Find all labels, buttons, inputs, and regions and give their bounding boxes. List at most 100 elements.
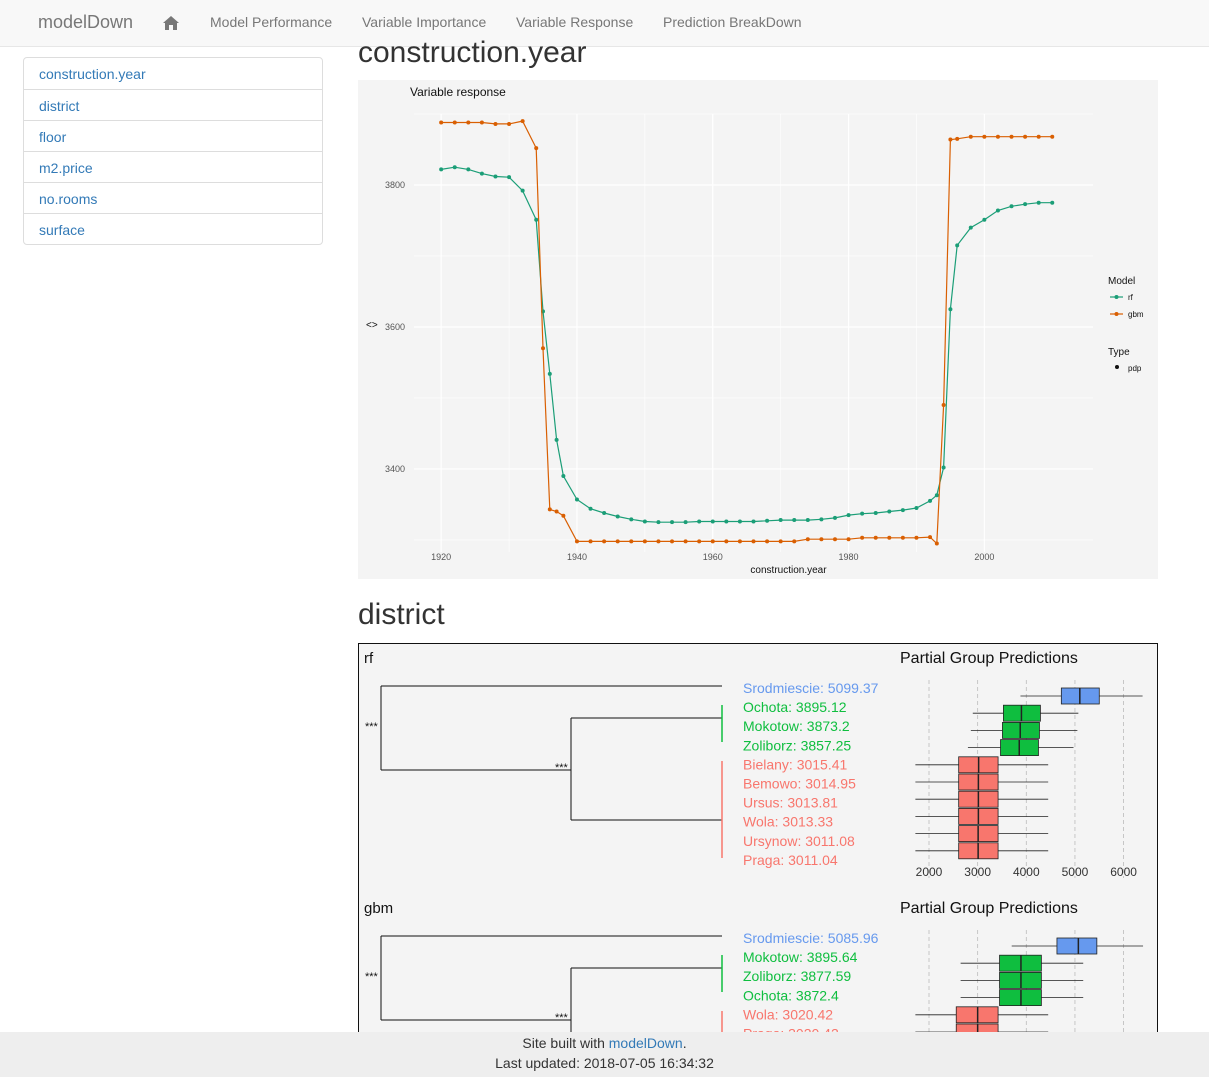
- nav-prediction-breakdown[interactable]: Prediction BreakDown: [663, 14, 802, 30]
- data-point-rf: [751, 519, 756, 524]
- nav-variable-importance[interactable]: Variable Importance: [362, 14, 487, 30]
- box-body: [1056, 937, 1098, 955]
- data-point-gbm: [602, 539, 607, 544]
- data-point-gbm: [873, 535, 878, 540]
- data-point-rf: [982, 217, 987, 222]
- y-tick-label: 3400: [385, 464, 405, 474]
- data-point-rf: [1050, 200, 1055, 205]
- nav-model-performance[interactable]: Model Performance: [210, 14, 333, 30]
- data-point-rf: [629, 517, 634, 522]
- home-icon[interactable]: [162, 14, 180, 32]
- navbar: modelDown Model Performance Variable Imp…: [0, 0, 1209, 47]
- brand-link[interactable]: modelDown: [38, 12, 134, 32]
- data-point-gbm: [948, 137, 953, 142]
- data-point-rf: [934, 493, 939, 498]
- data-point-gbm: [710, 539, 715, 544]
- data-point-gbm: [656, 539, 661, 544]
- data-point-rf: [941, 465, 946, 470]
- data-point-gbm: [914, 535, 919, 540]
- group-label: Ochota: 3872.4: [743, 987, 839, 1003]
- data-point-rf: [439, 167, 444, 172]
- section-title-construction-year: construction.year: [358, 36, 587, 69]
- data-point-gbm: [792, 539, 797, 544]
- dendrogram-branches: [380, 935, 722, 1042]
- data-point-gbm: [968, 134, 973, 139]
- data-point-rf: [554, 437, 559, 442]
- data-point-gbm: [765, 539, 770, 544]
- group-label: Bemowo: 3014.95: [743, 776, 856, 792]
- data-point-gbm: [805, 537, 810, 542]
- box-x-tick-label: 2000: [916, 865, 943, 879]
- data-point-rf: [792, 518, 797, 523]
- legend-type-label: pdp: [1128, 364, 1142, 373]
- sidebar-item-construction-year[interactable]: construction.year: [39, 66, 146, 82]
- data-point-gbm: [860, 535, 865, 540]
- data-point-rf: [642, 519, 647, 524]
- data-point-rf: [507, 175, 512, 180]
- data-point-rf: [995, 208, 1000, 213]
- data-point-rf: [656, 520, 661, 525]
- footer-modeldown-link[interactable]: modelDown: [608, 1035, 683, 1051]
- sidebar-item-surface[interactable]: surface: [24, 213, 322, 244]
- section-title-district: district: [358, 598, 445, 631]
- data-point-gbm: [887, 535, 892, 540]
- data-point-rf: [1036, 200, 1041, 205]
- data-point-gbm: [507, 121, 512, 126]
- data-point-gbm: [900, 535, 905, 540]
- data-point-gbm: [1036, 134, 1041, 139]
- grid-lines: [414, 113, 1093, 552]
- data-point-rf: [683, 520, 688, 525]
- box-x-tick-label: 3000: [964, 865, 991, 879]
- legend-type-point: [1115, 365, 1119, 369]
- data-point-rf: [873, 510, 878, 515]
- sidebar-item-district[interactable]: district: [24, 89, 322, 120]
- chart-title: Variable response: [410, 85, 506, 99]
- group-label: Zoliborz: 3877.59: [743, 968, 851, 984]
- nav-variable-response[interactable]: Variable Response: [516, 14, 634, 30]
- data-point-rf: [602, 510, 607, 515]
- group-label: Wola: 3020.42: [743, 1006, 833, 1022]
- data-point-rf: [615, 514, 620, 519]
- partial-group-chart: rf Partial Group Predictions Srodmiescie: …: [364, 650, 1144, 1042]
- data-point-gbm: [670, 539, 675, 544]
- data-point-gbm: [941, 403, 946, 408]
- box-x-tick-label: 6000: [1110, 865, 1137, 879]
- legend-key-point: [1114, 312, 1119, 316]
- panel-title: Partial Group Predictions: [900, 900, 1078, 917]
- line-chart: 1920 1940 1960 1980 2000 3400 3600 3800 Variable…: [366, 85, 1144, 576]
- data-point-rf: [670, 520, 675, 525]
- data-point-rf: [887, 509, 892, 514]
- data-point-gbm: [554, 509, 559, 514]
- data-point-rf: [547, 371, 552, 376]
- data-point-gbm: [588, 539, 593, 544]
- data-point-gbm: [737, 539, 742, 544]
- data-point-gbm: [1050, 134, 1055, 139]
- data-point-rf: [452, 165, 457, 170]
- group-label: Mokotow: 3873.2: [743, 718, 850, 734]
- legend-title: Model: [1108, 276, 1135, 287]
- data-point-rf: [819, 517, 824, 522]
- data-point-rf: [948, 307, 953, 312]
- data-point-gbm: [561, 513, 566, 518]
- sidebar-item-m2-price[interactable]: m2.price: [24, 151, 322, 182]
- dendrogram-branches: [380, 685, 722, 821]
- data-point-gbm: [819, 537, 824, 542]
- data-point-rf: [846, 513, 851, 518]
- data-point-gbm: [1009, 134, 1014, 139]
- legend-key-point: [1114, 295, 1119, 299]
- sidebar-item-floor[interactable]: floor: [24, 120, 322, 151]
- x-tick-label: 1980: [839, 552, 859, 562]
- data-point-rf: [765, 518, 770, 523]
- dendrogram-sig-label: ***: [365, 721, 379, 733]
- footer: Site built with modelDown. Last updated:…: [0, 1032, 1209, 1077]
- footer-updated: Last updated: 2018-07-05 16:34:32: [495, 1055, 714, 1071]
- x-tick-label: 2000: [974, 552, 994, 562]
- variable-response-plot: 1920 1940 1960 1980 2000 3400 3600 3800 Variable…: [358, 80, 1158, 579]
- y-tick-label: 3800: [385, 180, 405, 190]
- sidebar-item-no-rooms[interactable]: no.rooms: [24, 182, 322, 213]
- dendrogram-sig-label: ***: [555, 1012, 569, 1024]
- data-point-gbm: [534, 146, 539, 151]
- y-tick-label: 3600: [385, 322, 405, 332]
- data-point-gbm: [493, 121, 498, 126]
- group-label: Wola: 3013.33: [743, 814, 833, 830]
